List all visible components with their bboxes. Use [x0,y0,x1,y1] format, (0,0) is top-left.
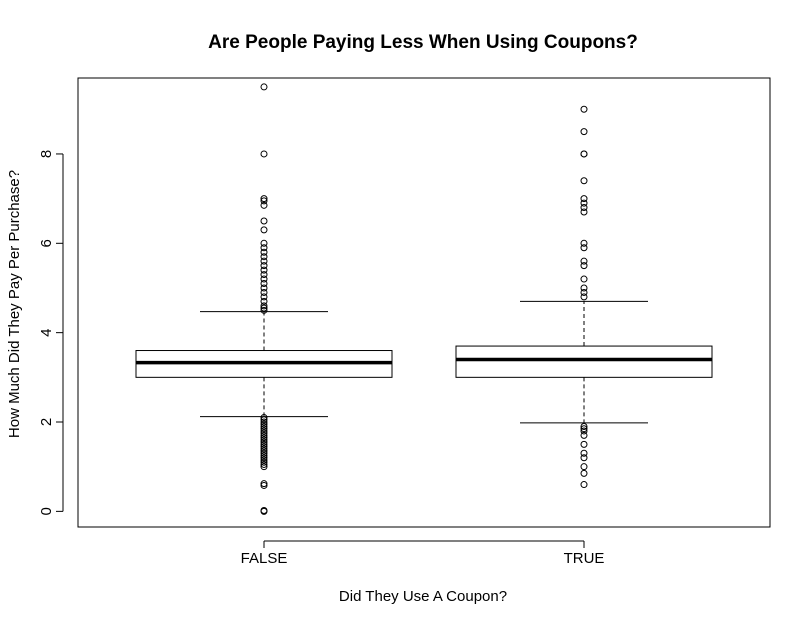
outlier-point [580,239,588,247]
outlier-point [580,195,588,203]
outlier-point [580,177,588,185]
boxes [135,83,713,515]
outlier-point [260,257,268,265]
outlier-point [260,414,268,422]
outlier-point [260,425,268,433]
chart-title: Are People Paying Less When Using Coupon… [208,32,638,53]
outlier-point [580,293,588,301]
outlier-point [580,257,588,265]
outlier-point [260,454,268,462]
outlier-point [580,204,588,212]
outlier-point [260,452,268,460]
y-tick-label: 0 [38,507,55,515]
outlier-point [260,266,268,274]
outlier-point [580,454,588,462]
outlier-point [580,199,588,207]
outlier-point [260,447,268,455]
iqr-box [455,345,713,378]
y-axis: 0 2 4 6 8 [38,150,64,516]
outlier-point [260,418,268,426]
y-tick-label: 2 [38,418,55,426]
outlier-point [260,195,268,203]
outlier-point [580,440,588,448]
outlier-point [580,449,588,457]
outlier-point [260,460,268,468]
outlier-point [260,507,268,515]
outlier-point [260,217,268,225]
outlier-point [580,244,588,252]
outlier-point [260,440,268,448]
outlier-point [260,271,268,279]
outlier-point [260,304,268,312]
outlier-point [260,434,268,442]
outlier-point [260,445,268,453]
outlier-point [260,293,268,301]
outlier-point [260,197,268,205]
outlier-point [580,425,588,433]
outlier-point [580,128,588,136]
outlier-point [580,208,588,216]
outlier-point [260,449,268,457]
plot-frame [77,77,771,528]
outlier-point [580,469,588,477]
outlier-point [260,422,268,430]
outlier-point [260,438,268,446]
outlier-point [580,284,588,292]
outlier-point [260,288,268,296]
outlier-point [580,427,588,435]
x-tick-label: TRUE [564,550,605,567]
outlier-point [260,83,268,91]
box-group-false [135,83,393,515]
outlier-point [260,244,268,252]
outlier-point [260,427,268,435]
outlier-point [260,262,268,270]
outlier-point [260,436,268,444]
outlier-point [580,275,588,283]
outlier-point [260,456,268,464]
outlier-point [260,201,268,209]
outlier-point [260,253,268,261]
outlier-point [260,481,268,489]
outlier-point [260,275,268,283]
y-tick-label: 4 [38,328,55,336]
outlier-point [580,105,588,113]
outlier-point [580,262,588,270]
y-axis-label: How Much Did They Pay Per Purchase? [6,170,23,438]
outlier-point [260,306,268,314]
outlier-point [260,280,268,288]
outlier-point [580,288,588,296]
outlier-point [580,431,588,439]
outlier-point [580,481,588,489]
outlier-point [260,248,268,256]
outlier-point [260,297,268,305]
outlier-point [580,463,588,471]
y-tick-label: 8 [38,150,55,158]
outlier-point [260,458,268,466]
outlier-point [260,284,268,292]
x-axis: FALSE TRUE [241,540,605,567]
outlier-point [580,150,588,158]
outlier-point [260,443,268,451]
outlier-point [260,420,268,428]
outlier-point [260,416,268,424]
outlier-point [260,239,268,247]
outlier-point [260,431,268,439]
outlier-point [260,463,268,471]
x-tick-label: FALSE [241,550,288,567]
x-axis-label: Did They Use A Coupon? [339,588,507,605]
y-tick-label: 6 [38,239,55,247]
box-group-true [455,105,713,489]
outlier-point [260,226,268,234]
outlier-point [580,422,588,430]
outlier-point [260,429,268,437]
outlier-point [260,150,268,158]
outlier-point [260,302,268,310]
